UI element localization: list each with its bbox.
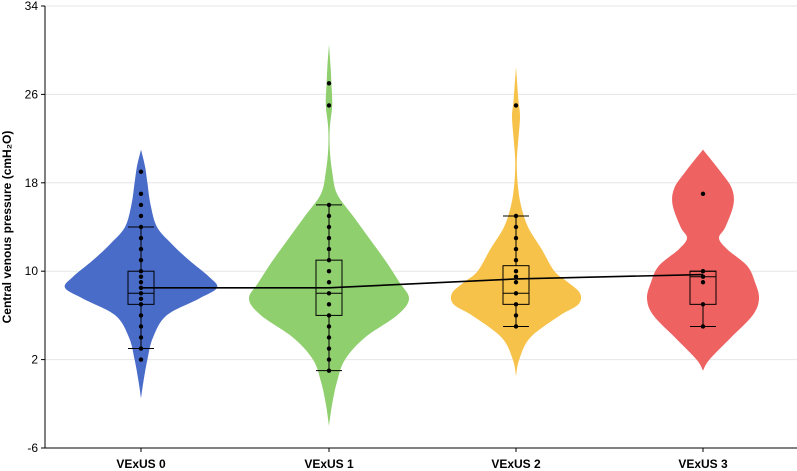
y-tick-label: 2 [31,353,38,367]
data-point [138,357,144,362]
data-point [138,274,144,279]
data-point [138,291,144,296]
data-point [138,313,144,318]
data-point [326,224,332,230]
data-point [326,235,332,241]
data-point [138,246,144,252]
data-point [138,324,144,329]
tick-labels: -6 2 10 18 26 34 VExUS 0 VExUS 1 VExUS 2 VExUS 3 [25,0,728,471]
data-point [326,280,332,285]
data-point [700,274,706,279]
data-point [513,324,519,329]
x-category-label: VExUS 3 [678,457,728,471]
violin-vexus-0 [64,149,218,399]
mean-trend-line [141,273,704,289]
violin-vexus-3 [646,149,760,371]
data-point [138,202,144,208]
y-tick-label: 26 [25,87,39,101]
data-point [326,291,332,296]
data-point [326,269,332,274]
data-point [700,191,706,197]
data-point [326,302,332,307]
data-point [513,246,519,252]
y-tick-label: -6 [27,441,38,455]
data-point [138,346,144,351]
x-category-label: VExUS 2 [491,457,541,471]
data-point [326,346,332,351]
data-point [513,257,519,263]
y-tick-label: 10 [25,264,39,278]
data-points [138,81,706,373]
data-point [326,246,332,252]
violins [64,44,760,426]
data-point [513,313,519,318]
data-point [700,302,706,307]
data-point [700,324,706,329]
data-point [326,257,332,263]
data-point [138,296,144,302]
x-category-label: VExUS 1 [304,457,354,471]
data-point [700,269,706,274]
y-tick-label: 18 [25,176,39,190]
data-point [513,269,519,274]
data-point [138,169,144,174]
y-axis-title: Central venous pressure (cmH₂O) [0,131,14,324]
axes [44,6,797,449]
data-point [326,103,332,108]
data-point [326,357,332,362]
data-point [138,191,144,197]
data-point [326,335,332,340]
x-category-label: VExUS 0 [116,457,166,471]
data-point [513,103,519,108]
data-point [138,257,144,263]
data-point [513,280,519,285]
data-point [138,335,144,340]
mean-line-group [141,273,704,289]
data-point [513,274,519,279]
data-point [138,302,144,307]
data-point [513,302,519,307]
data-point [513,213,519,219]
data-point [326,81,332,86]
data-point [138,269,144,274]
data-point [326,202,332,208]
data-point [138,213,144,219]
data-point [326,368,332,373]
data-point [326,313,332,318]
y-tick-label: 34 [25,0,39,13]
data-point [513,235,519,241]
data-point [513,224,519,230]
data-point [326,213,332,219]
data-point [326,324,332,329]
data-point [513,291,519,296]
data-point [138,235,144,241]
data-point [700,280,706,285]
data-point [138,280,144,285]
data-point [138,224,144,230]
